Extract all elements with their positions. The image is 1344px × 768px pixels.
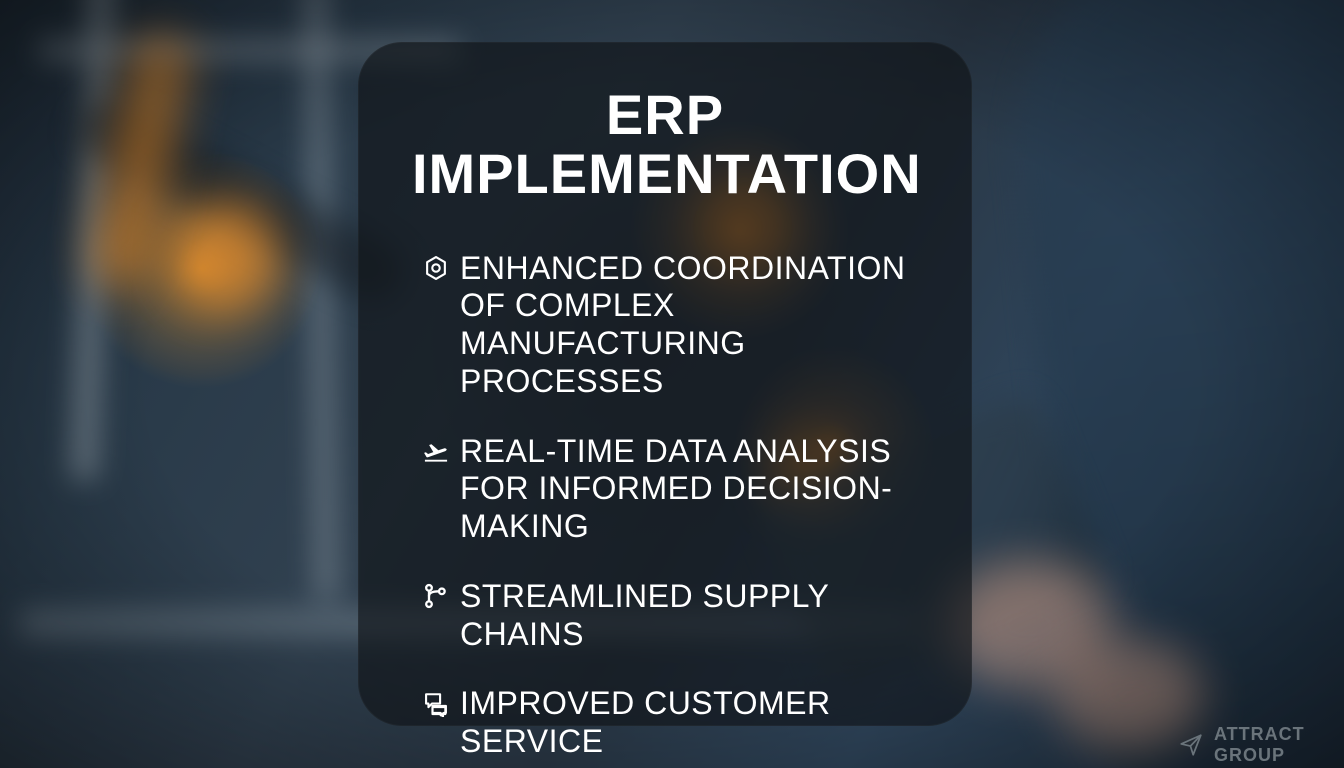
card-item: Streamlined supply chains [412,578,918,654]
card-item: Improved customer service [412,685,918,761]
card-item: Enhanced coordination of complex manufac… [412,250,918,401]
stage: ERP IMPLEMENTATION Enhanced coordination… [0,0,1344,768]
gear-hex-icon [412,250,460,282]
merge-branch-icon [412,578,460,610]
card-item-text: Enhanced coordination of complex manufac… [460,250,918,401]
card-item-text: Streamlined supply chains [460,578,918,654]
card-item-text: Improved customer service [460,685,918,761]
card-title: ERP IMPLEMENTATION [412,86,918,204]
paper-plane-icon [1178,732,1204,758]
chat-bubbles-icon [412,685,460,717]
card-item-text: Real-time data analysis for informed dec… [460,433,918,546]
flight-takeoff-icon [412,433,460,465]
card-item: Real-time data analysis for informed dec… [412,433,918,546]
bg-orange-1 [170,200,280,310]
card-items: Enhanced coordination of complex manufac… [412,250,918,761]
info-card: ERP IMPLEMENTATION Enhanced coordination… [358,42,972,726]
brand-logo: ATTRACT GROUP [1178,724,1344,766]
bg-frame-vertical-2 [305,0,338,600]
brand-logo-text: ATTRACT GROUP [1214,724,1344,766]
